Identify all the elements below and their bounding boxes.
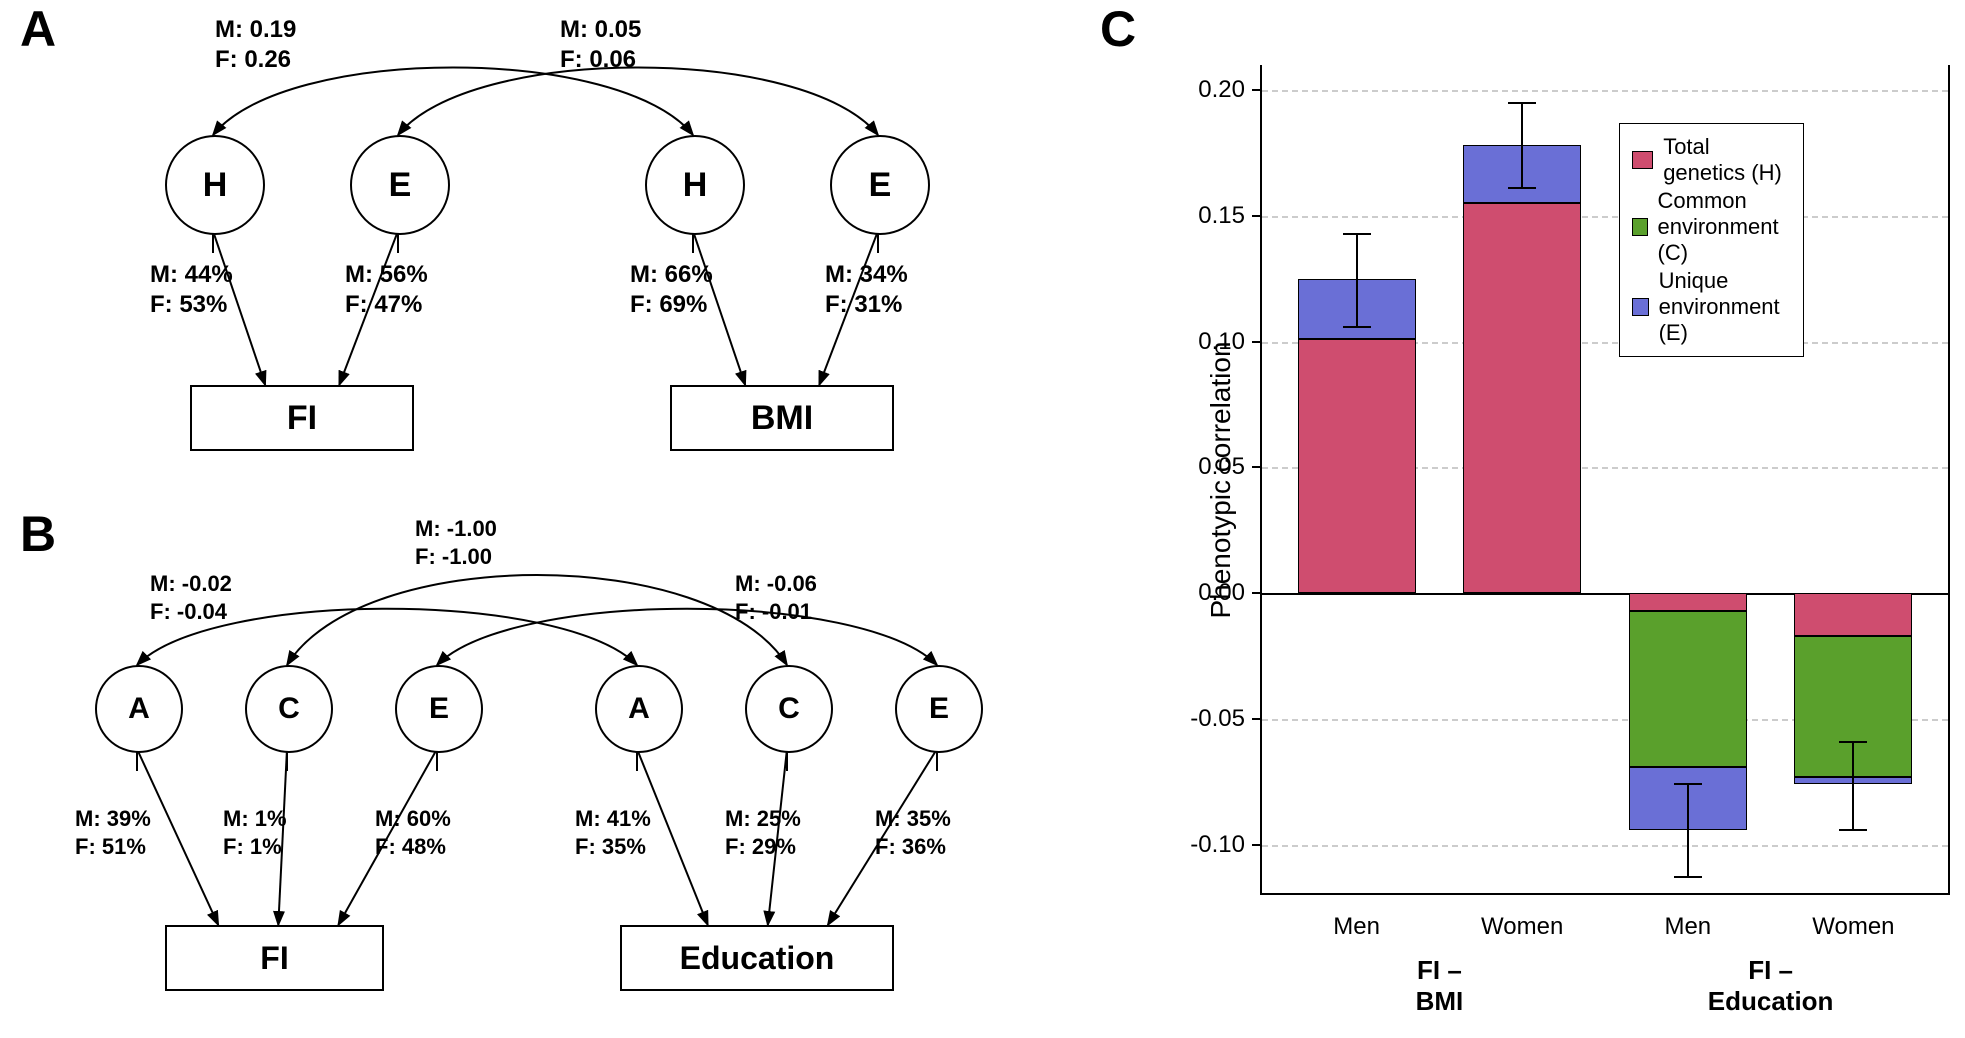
x-tick-label: Women <box>1812 913 1894 941</box>
error-bar-stem <box>1852 742 1854 830</box>
sem-path-value-e1_fi: M: 56% F: 47% <box>345 260 428 320</box>
sem-corr-value-ra: M: -0.02 F: -0.04 <box>150 570 232 625</box>
error-bar-cap <box>1674 783 1702 785</box>
bar-segment-fi_bmi_women-h <box>1463 203 1581 593</box>
bar-segment-fi_edu_men-c <box>1629 611 1747 767</box>
legend-item-c: Common environment (C) <box>1632 188 1791 266</box>
error-bar-stem <box>1687 784 1689 877</box>
legend-label: Total genetics (H) <box>1663 134 1791 186</box>
error-bar-stem <box>1356 234 1358 327</box>
sem-latent-e2: E <box>895 665 983 753</box>
sem-path-value-h2_bmi: M: 66% F: 69% <box>630 260 713 320</box>
legend-swatch <box>1632 151 1653 169</box>
legend-item-h: Total genetics (H) <box>1632 134 1791 186</box>
sem-diagram-b: ACEACEFIEducationM: 39% F: 51%M: 1% F: 1… <box>65 515 1080 1020</box>
sem-latent-e1: E <box>350 135 450 235</box>
sem-path-value-c1_fi: M: 1% F: 1% <box>223 805 287 860</box>
sem-path-value-e2_edu: M: 35% F: 36% <box>875 805 951 860</box>
x-group-label: FI – Education <box>1708 955 1834 1017</box>
bar-segment-fi_edu_men-h <box>1629 593 1747 611</box>
chart-legend: Total genetics (H)Common environment (C)… <box>1619 123 1804 357</box>
sem-corr-value-rh: M: 0.19 F: 0.26 <box>215 15 296 75</box>
sem-latent-c1: C <box>245 665 333 753</box>
panel-b-label: B <box>20 505 56 563</box>
legend-label: Unique environment (E) <box>1659 268 1791 346</box>
legend-item-e: Unique environment (E) <box>1632 268 1791 346</box>
x-group-label: FI – BMI <box>1416 955 1464 1017</box>
sem-observed-edu: Education <box>620 925 894 991</box>
y-tick-mark <box>1252 89 1260 91</box>
error-bar-cap <box>1508 187 1536 189</box>
x-tick-label: Women <box>1481 913 1563 941</box>
bar-segment-fi_bmi_men-h <box>1298 339 1416 593</box>
y-tick-label: 0.10 <box>1175 328 1245 356</box>
sem-observed-bmi: BMI <box>670 385 894 451</box>
y-tick-mark <box>1252 844 1260 846</box>
error-bar-cap <box>1343 326 1371 328</box>
y-tick-mark <box>1252 592 1260 594</box>
error-bar-cap <box>1508 102 1536 104</box>
sem-path-value-a2_edu: M: 41% F: 35% <box>575 805 651 860</box>
y-tick-label: 0.05 <box>1175 453 1245 481</box>
error-bar-stem <box>1521 103 1523 189</box>
gridline <box>1262 845 1948 847</box>
y-tick-mark <box>1252 718 1260 720</box>
y-tick-label: 0.20 <box>1175 76 1245 104</box>
sem-corr-value-re: M: 0.05 F: 0.06 <box>560 15 641 75</box>
bar-segment-fi_edu_women-h <box>1794 593 1912 636</box>
sem-path-value-h1_fi: M: 44% F: 53% <box>150 260 233 320</box>
y-tick-mark <box>1252 215 1260 217</box>
error-bar-cap <box>1674 876 1702 878</box>
sem-latent-a2: A <box>595 665 683 753</box>
panel-c-label: C <box>1100 0 1136 58</box>
error-bar-cap <box>1839 829 1867 831</box>
sem-path-value-e1_fi: M: 60% F: 48% <box>375 805 451 860</box>
x-tick-label: Men <box>1664 913 1711 941</box>
legend-swatch <box>1632 298 1649 316</box>
sem-latent-a1: A <box>95 665 183 753</box>
panel-a-label: A <box>20 0 56 58</box>
legend-label: Common environment (C) <box>1658 188 1791 266</box>
sem-corr-value-rc: M: -1.00 F: -1.00 <box>415 515 497 570</box>
error-bar-cap <box>1839 741 1867 743</box>
y-tick-label: -0.05 <box>1175 705 1245 733</box>
error-bar-cap <box>1343 233 1371 235</box>
y-tick-label: 0.00 <box>1175 579 1245 607</box>
sem-observed-fi: FI <box>165 925 384 991</box>
sem-corr-value-re: M: -0.06 F: -0.01 <box>735 570 817 625</box>
sem-latent-h1: H <box>165 135 265 235</box>
y-tick-label: 0.15 <box>1175 202 1245 230</box>
y-tick-mark <box>1252 466 1260 468</box>
sem-latent-e1: E <box>395 665 483 753</box>
legend-swatch <box>1632 218 1648 236</box>
sem-path-value-e2_bmi: M: 34% F: 31% <box>825 260 908 320</box>
gridline <box>1262 90 1948 92</box>
sem-observed-fi: FI <box>190 385 414 451</box>
x-tick-label: Men <box>1333 913 1380 941</box>
sem-path-value-c2_edu: M: 25% F: 29% <box>725 805 801 860</box>
gridline <box>1262 216 1948 218</box>
sem-latent-c2: C <box>745 665 833 753</box>
y-tick-mark <box>1252 341 1260 343</box>
sem-diagram-a: HEHEFIBMIM: 44% F: 53%M: 56% F: 47%M: 66… <box>70 15 1080 485</box>
y-tick-label: -0.10 <box>1175 831 1245 859</box>
sem-latent-e2: E <box>830 135 930 235</box>
sem-latent-h2: H <box>645 135 745 235</box>
sem-path-value-a1_fi: M: 39% F: 51% <box>75 805 151 860</box>
